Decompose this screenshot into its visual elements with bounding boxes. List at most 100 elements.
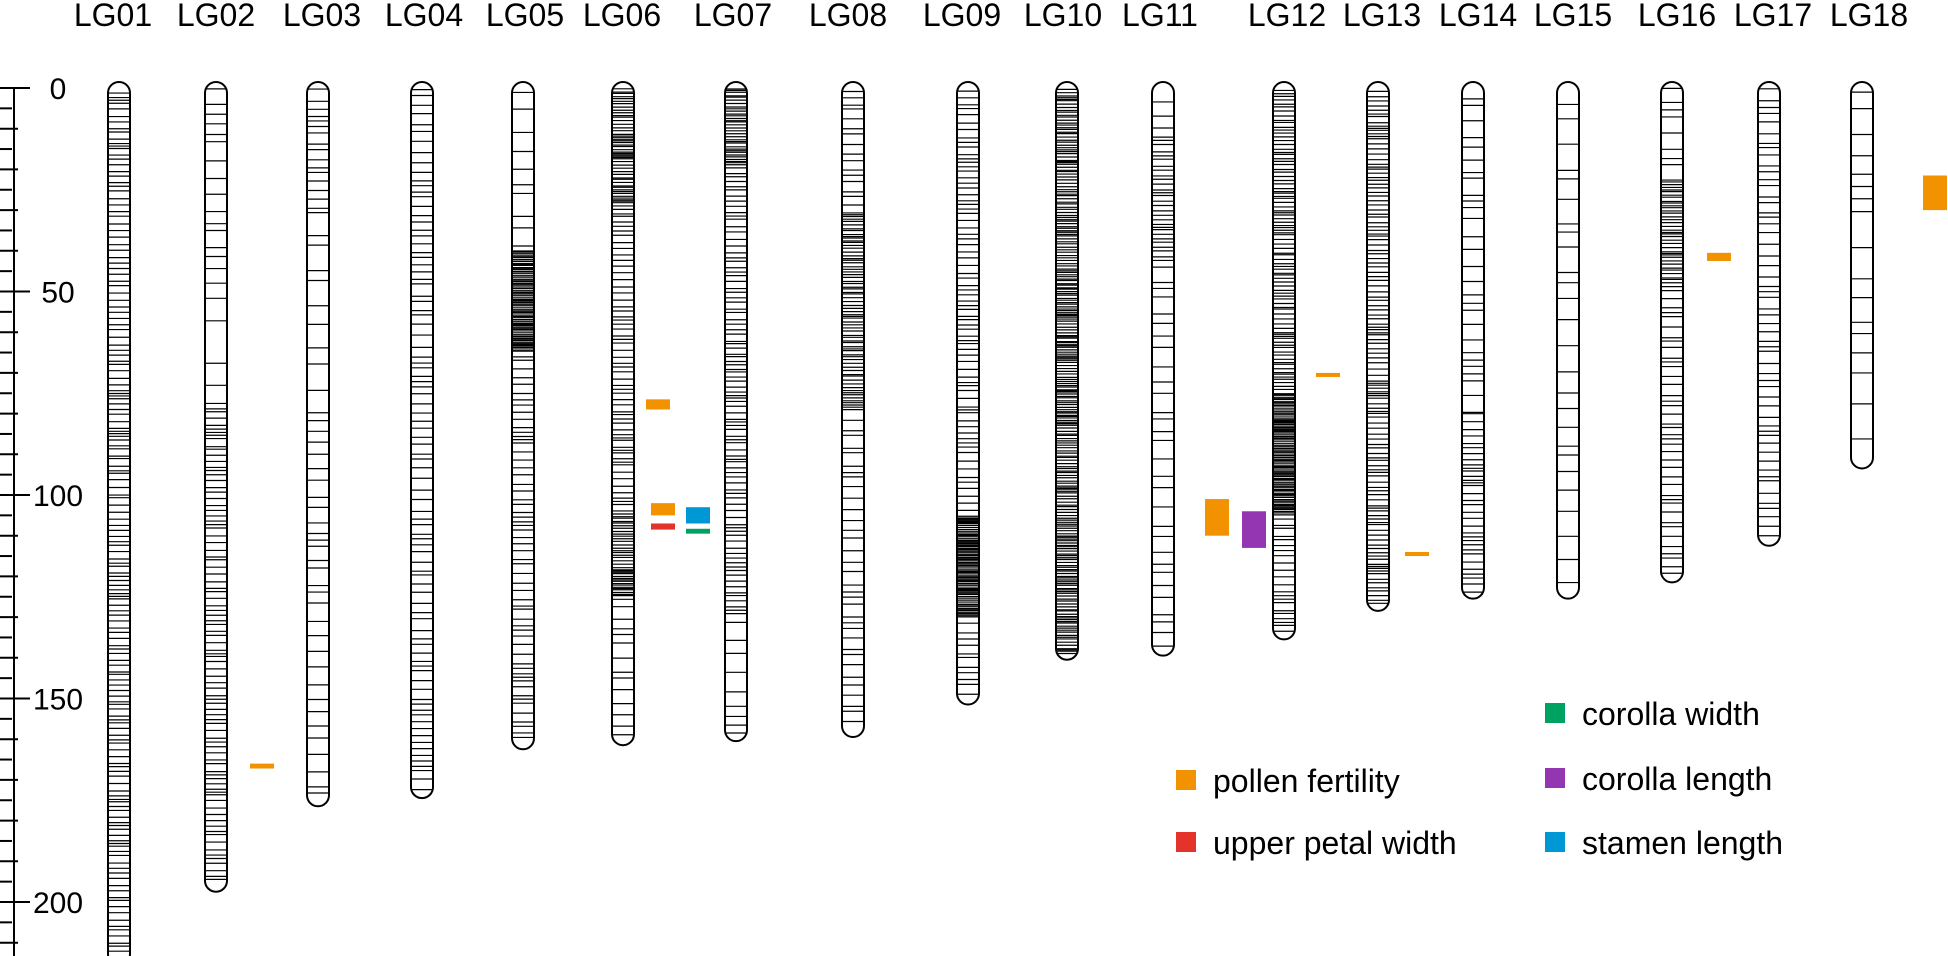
marker-lines xyxy=(1152,101,1174,647)
marker-lines xyxy=(725,88,747,734)
lg-label-lg01: LG01 xyxy=(74,0,152,33)
y-axis: 0 50 100 150 200 xyxy=(0,73,83,956)
chromosome-outline xyxy=(107,81,131,956)
chromosome-body xyxy=(1851,82,1873,469)
chromosome-outline xyxy=(1757,81,1781,547)
qtl-pollen-fertility-lg13 xyxy=(1405,551,1429,557)
chromosome-body xyxy=(612,82,634,746)
qtl-pollen-fertility-lg06 xyxy=(651,503,675,516)
linkage-group-lg12 xyxy=(1272,81,1296,641)
lg-label-lg12: LG12 xyxy=(1248,0,1326,33)
legend-swatch-corolla-length xyxy=(1545,768,1565,788)
legend-swatch-upper-petal-width xyxy=(1176,832,1196,852)
marker-lines xyxy=(1557,103,1579,584)
chromosome-outline xyxy=(511,81,535,751)
marker-lines xyxy=(1367,90,1389,604)
chromosome-body xyxy=(205,82,227,892)
linkage-group-lg17 xyxy=(1757,81,1781,547)
linkage-groups xyxy=(107,81,1874,956)
axis-tick-label: 100 xyxy=(33,480,83,513)
chromosome-body xyxy=(1367,82,1389,611)
lg-label-lg06: LG06 xyxy=(583,0,661,33)
chromosome-outline xyxy=(306,81,330,808)
legend-swatch-pollen-fertility xyxy=(1176,770,1196,790)
qtl-pollen-fertility-lg07 xyxy=(646,399,670,410)
qtl-bars xyxy=(250,175,1947,769)
axis-tick-label: 200 xyxy=(33,887,83,920)
marker-lines xyxy=(1661,87,1683,574)
chromosome-outline xyxy=(204,81,228,893)
marker-lines xyxy=(411,89,433,791)
chromosome-body xyxy=(307,82,329,807)
legend-label-corolla-width: corolla width xyxy=(1582,696,1760,732)
legend-label-pollen-fertility: pollen fertility xyxy=(1213,763,1400,799)
chromosome-body xyxy=(1152,82,1174,656)
lg-label-lg18: LG18 xyxy=(1830,0,1908,33)
marker-lines xyxy=(612,88,634,736)
lg-label-lg11: LG11 xyxy=(1122,0,1198,33)
chromosome-outline xyxy=(724,81,748,743)
lg-label-lg08: LG08 xyxy=(809,0,887,33)
chromosome-outline xyxy=(1556,81,1580,600)
linkage-group-lg01 xyxy=(107,81,131,956)
linkage-group-lg13 xyxy=(1366,81,1390,612)
lg-label-lg13: LG13 xyxy=(1343,0,1421,33)
qtl-pollen-fertility-lg02 xyxy=(250,763,274,769)
linkage-group-lg08 xyxy=(841,81,865,739)
chromosome-body xyxy=(725,82,747,742)
chromosome-outline xyxy=(1850,81,1874,470)
lg-label-lg09: LG09 xyxy=(923,0,1001,33)
lg-label-lg03: LG03 xyxy=(283,0,361,33)
linkage-group-lg07 xyxy=(724,81,748,743)
chromosome-body xyxy=(411,82,433,799)
axis-tick-label: 0 xyxy=(50,73,67,106)
chromosome-outline xyxy=(841,81,865,739)
qtl-pollen-fertility-lg11 xyxy=(1205,499,1229,536)
lg-label-lg04: LG04 xyxy=(385,0,463,33)
marker-lines xyxy=(1758,88,1780,537)
lg-label-lg17: LG17 xyxy=(1734,0,1812,33)
legend-swatch-corolla-width xyxy=(1545,703,1565,723)
marker-lines xyxy=(512,91,534,739)
lg-label-lg07: LG07 xyxy=(694,0,772,33)
legend-label-corolla-length: corolla length xyxy=(1582,761,1772,797)
linkage-group-lg18 xyxy=(1850,81,1874,470)
qtl-pollen-fertility-lg12 xyxy=(1316,372,1340,377)
linkage-group-lg05 xyxy=(511,81,535,751)
linkage-group-lg14 xyxy=(1461,81,1485,600)
marker-lines xyxy=(957,90,979,695)
legend-label-upper-petal-width: upper petal width xyxy=(1213,825,1457,861)
chromosome-body xyxy=(1758,82,1780,546)
linkage-group-lg04 xyxy=(410,81,434,800)
linkage-group-lg06 xyxy=(611,81,635,747)
chromosome-outline xyxy=(1461,81,1485,600)
lg-label-lg15: LG15 xyxy=(1534,0,1612,33)
linkage-group-lg02 xyxy=(204,81,228,893)
marker-lines xyxy=(1462,98,1484,593)
chromosome-outline xyxy=(1272,81,1296,641)
lg-label-lg05: LG05 xyxy=(486,0,564,33)
axis-tick-label: 50 xyxy=(41,277,74,310)
linkage-group-lg15 xyxy=(1556,81,1580,600)
qtl-corolla-width-lg06 xyxy=(686,528,710,534)
chromosome-body xyxy=(1557,82,1579,599)
linkage-group-lg16 xyxy=(1660,81,1684,584)
lg-label-lg02: LG02 xyxy=(177,0,255,33)
chromosome-outline xyxy=(1055,81,1079,661)
legend-label-stamen-length: stamen length xyxy=(1582,825,1783,861)
lg-label-lg16: LG16 xyxy=(1638,0,1716,33)
chromosome-outline xyxy=(1366,81,1390,612)
lg-label-lg14: LG14 xyxy=(1439,0,1517,33)
linkage-group-labels: LG01 LG02 LG03 LG04 LG05 LG06 LG07 LG08 LG09 LG10… xyxy=(74,0,1908,33)
qtl-pollen-fertility-lg18 xyxy=(1923,175,1947,211)
marker-lines xyxy=(1851,91,1873,440)
marker-lines xyxy=(1273,89,1295,632)
marker-lines xyxy=(108,92,130,952)
linkage-group-lg11 xyxy=(1151,81,1175,657)
linkage-group-lg09 xyxy=(956,81,980,706)
chromosome-outline xyxy=(1151,81,1175,657)
qtl-pollen-fertility-lg16 xyxy=(1707,252,1731,261)
chromosome-outline xyxy=(410,81,434,800)
lg-label-lg10: LG10 xyxy=(1024,0,1102,33)
